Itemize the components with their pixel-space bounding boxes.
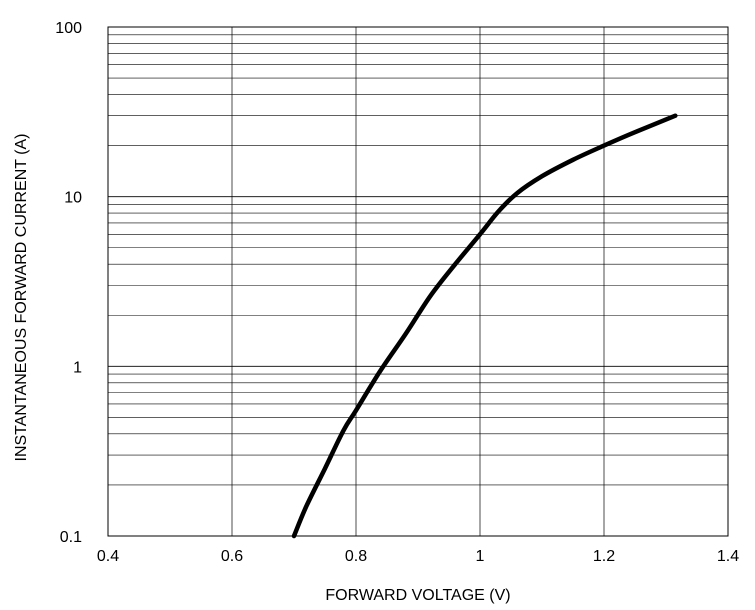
x-axis-title: FORWARD VOLTAGE (V): [325, 587, 510, 604]
y-tick-label: 0.1: [60, 529, 82, 546]
y-tick-label: 10: [64, 190, 82, 207]
y-axis-title: INSTANTANEOUS FORWARD CURRENT (A): [13, 133, 30, 461]
plot-frame: [107, 26, 729, 537]
series-line: [291, 113, 678, 539]
x-tick-label: 0.6: [221, 548, 243, 565]
x-tick-labels: 0.4 0.6 0.8 1 1.2 1.4: [97, 548, 739, 565]
series-layer: [291, 113, 678, 539]
y-tick-label: 1: [73, 359, 82, 376]
y-tick-labels: 0.1 1 10 100: [55, 20, 82, 546]
x-tick-label: 1.4: [717, 548, 739, 565]
x-tick-label: 1.2: [593, 548, 615, 565]
minor-gridlines: [108, 34, 728, 486]
x-tick-label: 0.8: [345, 548, 367, 565]
x-tick-label: 1: [476, 548, 485, 565]
y-tick-label: 100: [55, 20, 82, 37]
x-tick-label: 0.4: [97, 548, 119, 565]
